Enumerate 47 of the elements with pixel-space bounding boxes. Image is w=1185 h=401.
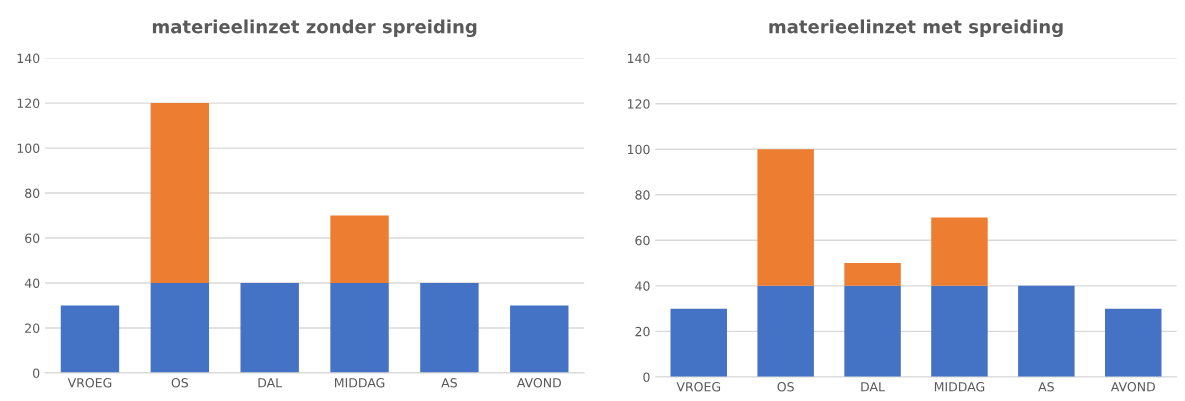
bar (844, 285, 901, 377)
bar (150, 103, 210, 283)
bar (931, 285, 988, 377)
bar (330, 215, 389, 283)
bar (931, 217, 988, 286)
x-tick-label: MIDDAG (934, 382, 985, 392)
x-tick-label: MIDDAG (335, 378, 385, 388)
y-tick-label: 100 (17, 143, 40, 154)
chart-title: materieelinzet met spreiding (769, 19, 1063, 38)
bar (757, 285, 814, 377)
x-tick-label: OS (777, 382, 794, 392)
x-tick-label: DAL (258, 378, 283, 388)
bar (844, 263, 901, 286)
y-tick-label: 120 (17, 98, 40, 109)
y-tick-label: 40 (24, 278, 40, 288)
y-tick-label: 20 (25, 323, 40, 333)
bar (240, 282, 299, 373)
y-tick-label: 140 (17, 53, 40, 64)
y-tick-label: 100 (627, 144, 650, 155)
chart-title: materieelinzet zonder spreiding (152, 19, 477, 38)
bar (670, 308, 727, 377)
bar (150, 282, 210, 373)
x-tick-label: VROEG (67, 378, 112, 388)
bar (60, 305, 120, 373)
x-tick-label: AVOND (516, 378, 561, 388)
y-tick-label: 40 (635, 281, 650, 291)
bar (420, 282, 479, 373)
x-tick-label: VROEG (676, 382, 721, 392)
bar (510, 305, 569, 373)
y-tick-label: 0 (33, 368, 40, 378)
bar (330, 282, 389, 373)
bar (1018, 285, 1075, 377)
y-tick-label: 80 (635, 190, 650, 200)
y-tick-label: 0 (643, 372, 650, 382)
y-tick-label: 80 (25, 188, 40, 198)
y-tick-label: 60 (25, 233, 40, 243)
x-tick-label: AS (1038, 382, 1054, 392)
x-tick-label: AVOND (1110, 382, 1155, 392)
y-tick-label: 60 (635, 235, 650, 246)
bar (1105, 308, 1162, 377)
x-tick-label: DAL (861, 382, 885, 392)
y-tick-label: 120 (627, 99, 650, 109)
y-tick-label: 140 (627, 53, 650, 64)
x-tick-label: AS (441, 378, 457, 388)
y-tick-label: 20 (635, 326, 650, 337)
x-tick-label: OS (171, 378, 189, 388)
bar (757, 149, 814, 286)
